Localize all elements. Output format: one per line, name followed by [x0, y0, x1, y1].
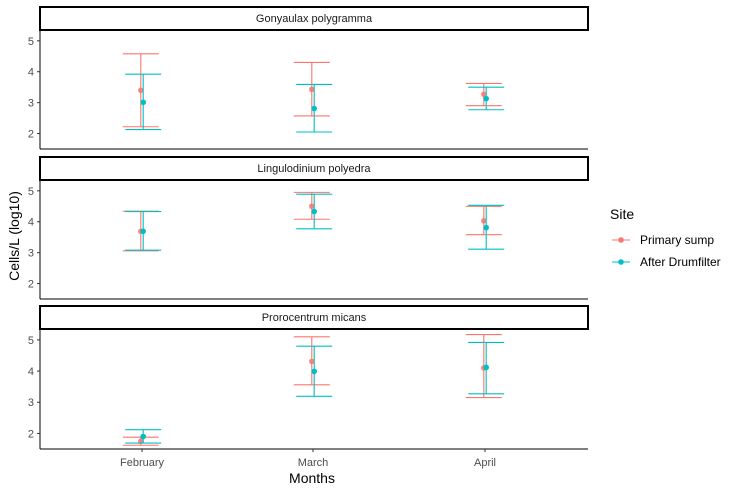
facet-strip-label: Prorocentrum micans	[262, 312, 367, 324]
series-after-drumfilter	[125, 193, 505, 251]
legend-title: Site	[610, 206, 634, 222]
data-point	[481, 91, 487, 98]
legend-key-point	[618, 259, 624, 265]
data-point	[483, 364, 490, 371]
y-tick-label: 4	[28, 217, 34, 229]
data-point	[311, 208, 318, 215]
data-point	[140, 228, 146, 235]
data-point	[138, 87, 144, 94]
y-tick-label: 3	[28, 397, 34, 409]
data-point	[311, 368, 318, 375]
facet-strip-label: Gonyaulax polygramma	[256, 13, 373, 25]
y-tick-label: 4	[28, 366, 34, 378]
x-tick-label: April	[474, 457, 496, 469]
legend-key-point	[618, 237, 624, 243]
y-tick-label: 2	[28, 279, 34, 291]
facet-strip-label: Lingulodinium polyedra	[257, 163, 371, 175]
x-axis: February March April	[120, 449, 496, 469]
x-tick-label: February	[120, 457, 165, 469]
data-point	[481, 218, 487, 224]
y-tick-label: 5	[28, 36, 34, 48]
data-point	[309, 86, 315, 93]
y-tick-label: 5	[28, 335, 34, 347]
legend-entry: Primary sump	[612, 233, 714, 247]
y-tick-label: 3	[28, 98, 34, 110]
data-point	[140, 433, 146, 440]
data-point	[309, 358, 315, 365]
series-primary-sump	[122, 53, 502, 128]
facet-strip	[39, 6, 589, 31]
legend-label: After Drumfilter	[640, 255, 721, 269]
facet-strip	[39, 156, 589, 181]
y-tick-label: 2	[28, 428, 34, 440]
y-tick-label: 4	[28, 67, 34, 79]
legend: Site Primary sump After Drumfilter	[610, 206, 721, 269]
data-point	[483, 224, 490, 231]
data-point	[311, 105, 318, 112]
x-axis-title: Months	[289, 470, 335, 486]
y-axis-title: Cells/L (log10)	[6, 191, 22, 281]
facet-panel: Prorocentrum micans 2 3 4 5	[28, 305, 589, 450]
facet-panel: Gonyaulax polygramma 2 3 4 5	[28, 6, 589, 150]
series-after-drumfilter	[125, 73, 505, 133]
y-tick-label: 3	[28, 248, 34, 260]
legend-entry: After Drumfilter	[612, 255, 721, 269]
y-tick-label: 5	[28, 186, 34, 198]
data-point	[309, 203, 315, 210]
y-tick-label: 2	[28, 129, 34, 141]
data-point	[140, 99, 146, 106]
facet-strip	[39, 305, 589, 330]
series-after-drumfilter	[125, 341, 505, 444]
x-tick-label: March	[298, 457, 329, 469]
data-point	[483, 95, 490, 102]
legend-label: Primary sump	[640, 233, 714, 247]
facet-panel: Lingulodinium polyedra 2 3 4 5	[28, 156, 589, 300]
